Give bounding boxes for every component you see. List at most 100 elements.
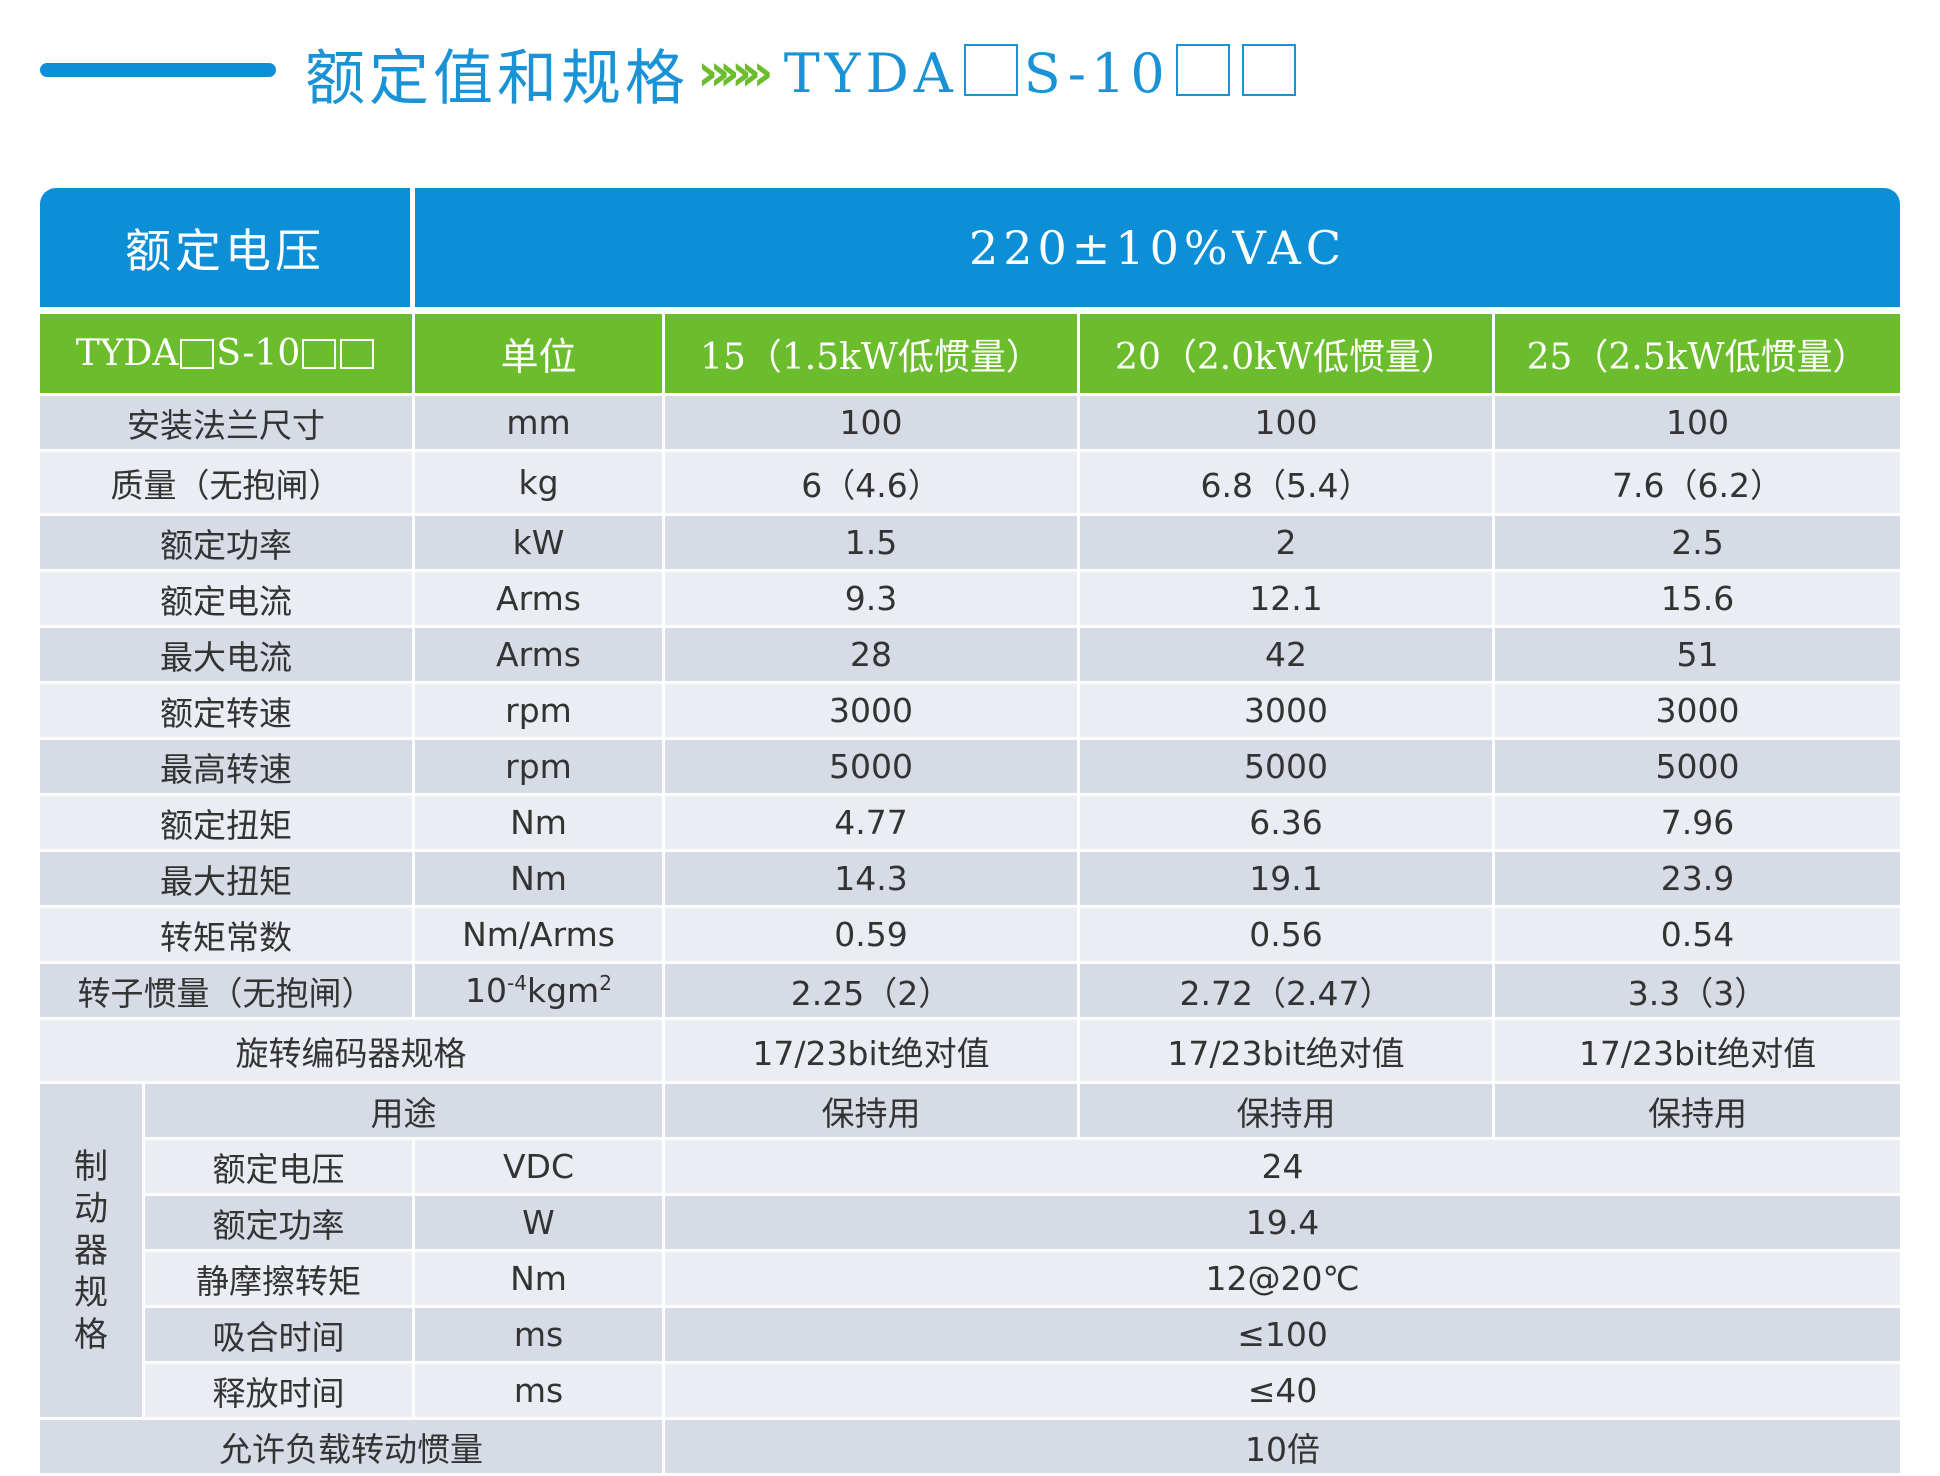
table-row: 转矩常数 Nm/Arms 0.59 0.56 0.54 <box>40 908 1901 964</box>
brake-row: 释放时间 ms ≤40 <box>40 1364 1901 1420</box>
row-value: ≤40 <box>665 1364 1901 1420</box>
placeholder-box-icon <box>1175 43 1230 96</box>
row-label: 转子惯量（无抱闸） <box>40 964 415 1020</box>
title-model: TYDA S-10 <box>784 42 1302 105</box>
table-row: 最大电流 Arms 28 42 51 <box>40 628 1901 684</box>
value-25: 51 <box>1495 628 1901 684</box>
brake-row: 静摩擦转矩 Nm 12@20℃ <box>40 1252 1901 1308</box>
row-unit: VDC <box>415 1140 665 1196</box>
brake-row: 吸合时间 ms ≤100 <box>40 1308 1901 1364</box>
value-25: 0.54 <box>1495 908 1901 964</box>
spec-table: 额定电压 220±10%VAC TYDA S-10 单位 15（1.5kW低惯量）… <box>40 188 1901 1476</box>
value-20: 6.8（5.4） <box>1080 452 1495 516</box>
value-20: 17/23bit绝对值 <box>1080 1020 1495 1084</box>
row-label: 额定功率 <box>40 516 415 572</box>
title-text: 额定值和规格 <box>305 43 689 114</box>
row-unit: rpm <box>415 684 665 740</box>
placeholder-box-icon <box>180 339 215 369</box>
table-row: 额定电流 Arms 9.3 12.1 15.6 <box>40 572 1901 628</box>
model-header: TYDA S-10 <box>40 310 415 396</box>
row-unit: ms <box>415 1308 665 1364</box>
model-25-header: 25（2.5kW低惯量） <box>1495 310 1901 396</box>
row-unit: rpm <box>415 740 665 796</box>
value-20: 100 <box>1080 396 1495 452</box>
chevron-arrows-icon: »»» <box>697 43 774 103</box>
value-20: 6.36 <box>1080 796 1495 852</box>
value-25: 23.9 <box>1495 852 1901 908</box>
value-15: 4.77 <box>665 796 1080 852</box>
row-unit: mm <box>415 396 665 452</box>
table-row: 质量（无抱闸） kg 6（4.6） 6.8（5.4） 7.6（6.2） <box>40 452 1901 516</box>
row-unit: Arms <box>415 628 665 684</box>
row-value: ≤100 <box>665 1308 1901 1364</box>
row-label: 安装法兰尺寸 <box>40 396 415 452</box>
row-label: 质量（无抱闸） <box>40 452 415 516</box>
row-value: 12@20℃ <box>665 1252 1901 1308</box>
value-15: 5000 <box>665 740 1080 796</box>
row-label: 额定转速 <box>40 684 415 740</box>
row-unit: Nm <box>415 796 665 852</box>
row-value: 19.4 <box>665 1196 1901 1252</box>
model-15-header: 15（1.5kW低惯量） <box>665 310 1080 396</box>
value-15: 6（4.6） <box>665 452 1080 516</box>
value-15: 保持用 <box>665 1084 1080 1140</box>
value-20: 2 <box>1080 516 1495 572</box>
column-header-row: TYDA S-10 单位 15（1.5kW低惯量） 20（2.0kW低惯量） 25… <box>40 310 1901 396</box>
row-unit: kW <box>415 516 665 572</box>
value-20: 42 <box>1080 628 1495 684</box>
table-row: 额定扭矩 Nm 4.77 6.36 7.96 <box>40 796 1901 852</box>
model-prefix: TYDA <box>783 41 958 105</box>
value-20: 12.1 <box>1080 572 1495 628</box>
row-label: 释放时间 <box>145 1364 415 1420</box>
row-unit: 10-4kgm2 <box>415 964 665 1020</box>
row-label: 允许负载转动惯量 <box>40 1420 665 1476</box>
unit-header: 单位 <box>415 310 665 396</box>
row-label: 最大扭矩 <box>40 852 415 908</box>
voltage-label: 额定电压 <box>40 188 415 310</box>
brake-usage-row: 制 动 器 规 格 用途 保持用 保持用 保持用 <box>40 1084 1901 1420</box>
row-label: 吸合时间 <box>145 1308 415 1364</box>
value-25: 2.5 <box>1495 516 1901 572</box>
page-title: 额定值和规格 »»» TYDA S-10 <box>305 28 1302 118</box>
title-accent-bar <box>40 63 276 77</box>
table-row: 额定转速 rpm 3000 3000 3000 <box>40 684 1901 740</box>
value-25: 3.3（3） <box>1495 964 1901 1020</box>
row-unit: Nm <box>415 1252 665 1308</box>
value-15: 1.5 <box>665 516 1080 572</box>
row-label: 静摩擦转矩 <box>145 1252 415 1308</box>
brake-row: 额定功率 W 19.4 <box>40 1196 1901 1252</box>
row-label: 转矩常数 <box>40 908 415 964</box>
row-label: 最大电流 <box>40 628 415 684</box>
inertia-row: 允许负载转动惯量 10倍 <box>40 1420 1901 1476</box>
table-row: 转子惯量（无抱闸） 10-4kgm2 2.25（2） 2.72（2.47） 3.… <box>40 964 1901 1020</box>
placeholder-box-icon <box>302 339 337 369</box>
table-row: 最高转速 rpm 5000 5000 5000 <box>40 740 1901 796</box>
row-label: 旋转编码器规格 <box>40 1020 665 1084</box>
table-row: 安装法兰尺寸 mm 100 100 100 <box>40 396 1901 452</box>
placeholder-box-icon <box>340 339 375 369</box>
value-25: 3000 <box>1495 684 1901 740</box>
value-20: 2.72（2.47） <box>1080 964 1495 1020</box>
row-unit: kg <box>415 452 665 516</box>
value-15: 0.59 <box>665 908 1080 964</box>
value-15: 28 <box>665 628 1080 684</box>
value-25: 5000 <box>1495 740 1901 796</box>
model-mid: S-10 <box>1023 41 1170 105</box>
value-15: 9.3 <box>665 572 1080 628</box>
placeholder-box-icon <box>1241 43 1296 96</box>
value-25: 保持用 <box>1495 1084 1901 1140</box>
value-25: 7.6（6.2） <box>1495 452 1901 516</box>
value-20: 保持用 <box>1080 1084 1495 1140</box>
row-unit: Nm/Arms <box>415 908 665 964</box>
placeholder-box-icon <box>963 43 1018 96</box>
table-row: 额定功率 kW 1.5 2 2.5 <box>40 516 1901 572</box>
voltage-row: 额定电压 220±10%VAC <box>40 188 1901 310</box>
brake-spec-label: 制 动 器 规 格 <box>40 1084 145 1420</box>
row-label: 额定功率 <box>145 1196 415 1252</box>
value-20: 5000 <box>1080 740 1495 796</box>
model-20-header: 20（2.0kW低惯量） <box>1080 310 1495 396</box>
encoder-row: 旋转编码器规格 17/23bit绝对值 17/23bit绝对值 17/23bit… <box>40 1020 1901 1084</box>
row-value: 10倍 <box>665 1420 1901 1476</box>
row-label: 最高转速 <box>40 740 415 796</box>
row-label: 额定扭矩 <box>40 796 415 852</box>
